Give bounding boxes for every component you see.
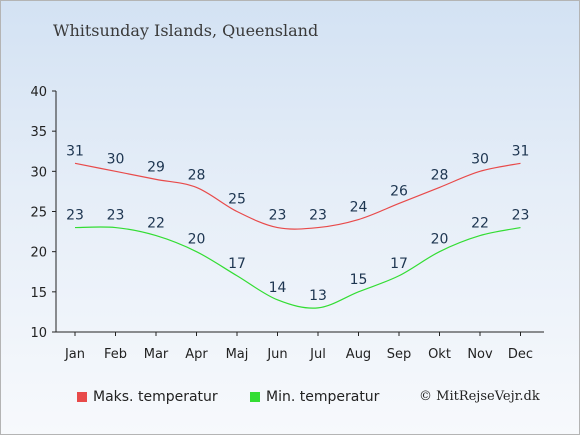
x-tick-label: Okt — [428, 347, 451, 362]
max-temp-label: 30 — [107, 151, 125, 167]
min-temp-label: 22 — [147, 216, 165, 232]
series-lines — [74, 162, 521, 309]
x-tick-label: Jul — [309, 347, 326, 362]
max-temp-label: 28 — [188, 167, 206, 183]
x-ticks: Jan Feb Mar Apr Maj Jun Jul Aug Sep Okt Nov Dec — [64, 332, 533, 362]
min-temp-label: 23 — [66, 208, 84, 224]
y-tick-label: 15 — [30, 286, 47, 301]
y-tick-label: 30 — [30, 165, 47, 180]
x-tick-label: Maj — [226, 347, 249, 362]
chart-title: Whitsunday Islands, Queensland — [53, 21, 319, 40]
legend-min: Min. temperatur — [250, 389, 379, 405]
x-tick-label: Apr — [185, 347, 208, 362]
max-temp-label: 23 — [309, 208, 327, 224]
y-ticks: 10 15 20 25 30 35 40 — [30, 85, 56, 341]
y-tick-label: 25 — [30, 206, 47, 221]
min-temp-label: 23 — [107, 208, 125, 224]
legend-min-label: Min. temperatur — [266, 389, 380, 405]
min-temp-label: 20 — [188, 232, 206, 248]
min-temp-label: 17 — [228, 256, 246, 272]
y-tick-label: 20 — [30, 246, 47, 261]
max-temp-label: 26 — [390, 183, 408, 199]
max-temp-label: 23 — [269, 208, 287, 224]
max-temp-label: 24 — [350, 200, 368, 216]
data-labels: 31 30 29 28 25 23 23 24 26 28 30 31 23 23 22 20 17 14 13 15… — [66, 143, 529, 304]
x-tick-label: Dec — [508, 347, 533, 362]
x-tick-label: Jan — [64, 347, 85, 362]
max-temp-label: 31 — [66, 143, 84, 159]
max-temp-label: 30 — [471, 151, 489, 167]
max-temp-label: 28 — [431, 167, 449, 183]
y-tick-label: 10 — [30, 326, 47, 341]
min-temp-label: 17 — [390, 256, 408, 272]
min-temp-label: 23 — [512, 208, 530, 224]
legend-max-swatch — [77, 392, 87, 402]
y-tick-label: 40 — [30, 85, 47, 100]
y-tick-label: 35 — [30, 125, 47, 140]
min-temp-label: 13 — [309, 288, 327, 304]
min-temp-label: 14 — [269, 280, 287, 296]
x-tick-label: Nov — [467, 347, 493, 362]
max-temp-label: 31 — [512, 143, 530, 159]
legend-max-label: Maks. temperatur — [93, 389, 218, 405]
legend-max: Maks. temperatur — [77, 389, 218, 405]
max-temp-line — [74, 162, 521, 230]
min-temp-label: 15 — [350, 272, 368, 288]
credit-text: © MitRejseVejr.dk — [419, 389, 540, 404]
legend-min-swatch — [250, 392, 260, 402]
min-temp-line — [74, 226, 521, 309]
x-tick-label: Aug — [346, 347, 371, 362]
x-tick-label: Jun — [266, 347, 287, 362]
x-tick-label: Mar — [144, 347, 169, 362]
min-temp-label: 22 — [471, 216, 489, 232]
x-tick-label: Sep — [387, 347, 412, 362]
max-temp-label: 25 — [228, 192, 246, 208]
x-tick-label: Feb — [104, 347, 127, 362]
max-temp-label: 29 — [147, 159, 165, 175]
min-temp-label: 20 — [431, 232, 449, 248]
